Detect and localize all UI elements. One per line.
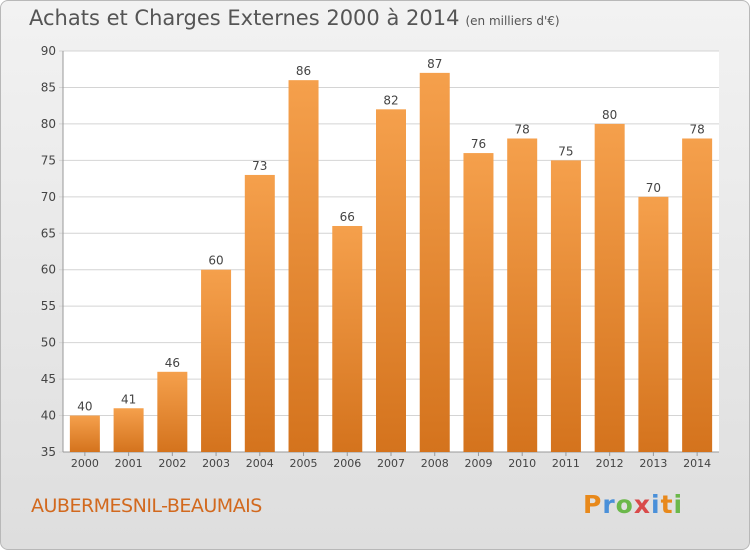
bar	[638, 196, 669, 452]
x-tick-label: 2014	[683, 457, 711, 470]
x-tick-label: 2002	[158, 457, 186, 470]
bar	[157, 371, 188, 452]
bar-value-label: 66	[340, 210, 355, 224]
bar-value-label: 82	[383, 93, 398, 107]
y-tick-label: 70	[41, 190, 56, 204]
bar-value-label: 80	[602, 108, 617, 122]
x-tick-label: 2012	[596, 457, 624, 470]
bar-value-label: 75	[558, 144, 573, 158]
bar-value-label: 40	[77, 400, 92, 414]
bar-value-label: 86	[296, 64, 311, 78]
bar-value-label: 46	[165, 356, 180, 370]
chart-subtitle: (en milliers d'€)	[465, 14, 560, 28]
bar	[463, 153, 494, 452]
y-tick-label: 45	[41, 372, 56, 386]
x-tick-label: 2004	[246, 457, 274, 470]
y-tick-label: 85	[41, 80, 56, 94]
y-tick-label: 75	[41, 153, 56, 167]
bar-value-label: 76	[471, 137, 486, 151]
x-tick-label: 2007	[377, 457, 405, 470]
x-tick-label: 2006	[333, 457, 361, 470]
bar	[113, 408, 144, 452]
bar	[201, 269, 232, 452]
x-tick-label: 2005	[290, 457, 318, 470]
commune-name: AUBERMESNIL-BEAUMAIS	[31, 495, 262, 517]
chart-title-text: Achats et Charges Externes 2000 à 2014	[29, 6, 460, 30]
bar	[69, 415, 100, 452]
bar	[332, 225, 363, 452]
bar	[594, 123, 625, 452]
bar-value-label: 73	[252, 159, 267, 173]
x-tick-label: 2013	[639, 457, 667, 470]
x-tick-label: 2009	[464, 457, 492, 470]
bar	[550, 160, 581, 452]
bar	[244, 174, 275, 453]
bar-value-label: 78	[689, 122, 704, 136]
chart-title: Achats et Charges Externes 2000 à 2014 (e…	[29, 6, 560, 30]
bar	[288, 80, 319, 452]
y-tick-label: 65	[41, 226, 56, 240]
y-tick-label: 60	[41, 263, 56, 277]
x-tick-label: 2008	[421, 457, 449, 470]
proxiti-logo: Proxiti	[583, 490, 684, 519]
bar	[682, 138, 713, 452]
y-tick-label: 50	[41, 336, 56, 350]
x-tick-label: 2000	[71, 457, 99, 470]
bar-value-label: 41	[121, 392, 136, 406]
x-tick-label: 2003	[202, 457, 230, 470]
x-tick-label: 2011	[552, 457, 580, 470]
y-tick-label: 40	[41, 409, 56, 423]
bar-value-label: 78	[515, 122, 530, 136]
x-tick-label: 2001	[115, 457, 143, 470]
bar	[419, 72, 450, 452]
bar	[507, 138, 538, 452]
y-tick-label: 80	[41, 117, 56, 131]
bar-value-label: 60	[208, 254, 223, 268]
y-tick-label: 90	[41, 44, 56, 58]
y-tick-label: 55	[41, 299, 56, 313]
bar-value-label: 70	[646, 181, 661, 195]
x-tick-label: 2010	[508, 457, 536, 470]
bar-value-label: 87	[427, 57, 442, 71]
bar	[376, 109, 406, 452]
y-tick-label: 35	[41, 445, 56, 459]
